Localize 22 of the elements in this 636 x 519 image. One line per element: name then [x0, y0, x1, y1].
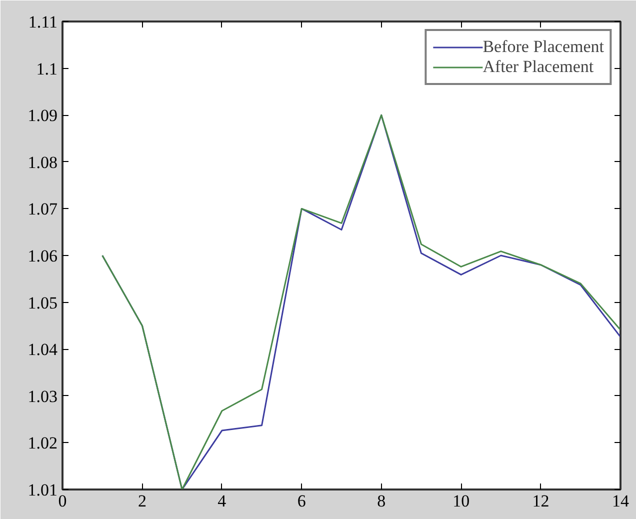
- y-tick-label: 1.05: [28, 293, 58, 312]
- y-tick-label: 1.01: [28, 480, 58, 500]
- y-tick-label: 1.09: [28, 106, 58, 126]
- line-series: [102, 114, 620, 490]
- y-tick-label: 1.11: [28, 12, 58, 32]
- y-tick-label: 1.04: [28, 340, 58, 360]
- x-tick-label: 12: [532, 492, 550, 510]
- x-tick-label: 2: [138, 492, 146, 510]
- legend-label: After Placement: [482, 57, 594, 77]
- x-tick-label: 6: [297, 492, 306, 510]
- x-tick-label: 4: [218, 492, 227, 510]
- legend-label: Before Placement: [482, 37, 604, 57]
- y-tick-label: 1.02: [28, 434, 58, 453]
- x-tick-label: 10: [452, 492, 470, 510]
- x-tick-label: 0: [58, 492, 67, 510]
- y-tick-label: 1.07: [28, 200, 58, 219]
- x-tick-label: 14: [612, 492, 630, 510]
- y-tick-label: 1.08: [28, 152, 58, 172]
- y-tick-label: 1.06: [28, 246, 58, 266]
- y-tick-label: 1.03: [28, 386, 58, 406]
- y-tick-label: 1.1: [36, 59, 58, 78]
- x-tick-label: 8: [377, 492, 386, 510]
